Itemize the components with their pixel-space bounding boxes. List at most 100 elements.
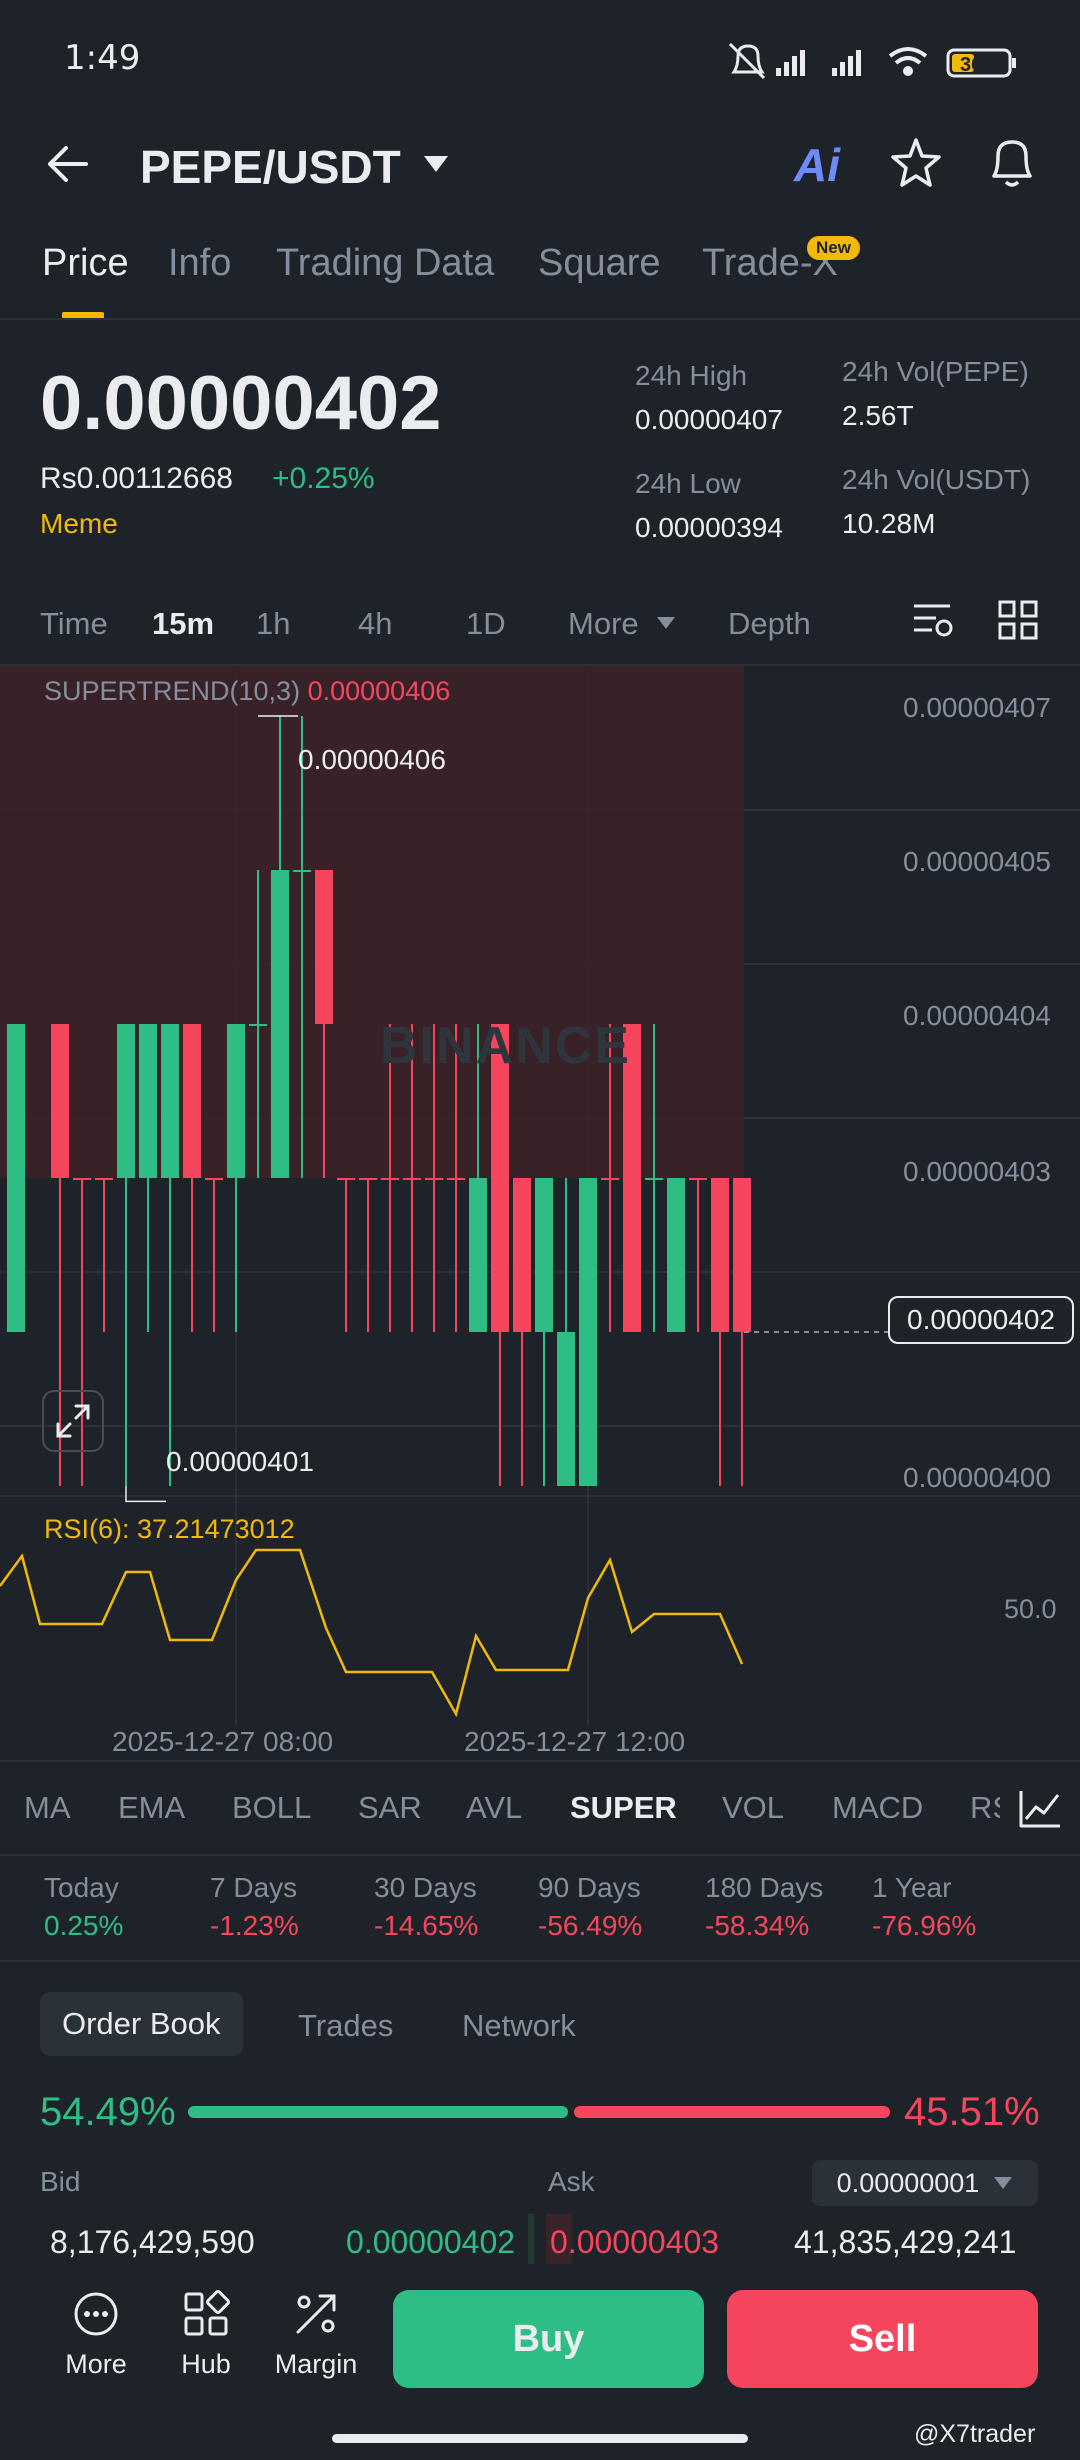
candle-body	[249, 1024, 267, 1026]
hub-icon	[184, 2290, 230, 2336]
ask-quantity: 41,835,429,241	[794, 2224, 1017, 2260]
low-annotation: 0.00000401	[166, 1446, 314, 1477]
candle-body	[689, 1178, 707, 1180]
fullscreen-button[interactable]	[42, 1390, 104, 1452]
category-tag[interactable]: Meme	[40, 508, 118, 539]
interval-15m[interactable]: 15m	[152, 606, 215, 641]
indicator-avl[interactable]: AVL	[466, 1790, 523, 1825]
caret-down-icon[interactable]	[422, 154, 450, 174]
supertrend-label: SUPERTREND(10,3) 0.00000406	[44, 676, 450, 707]
status-bar: 1:49 36	[0, 0, 1080, 120]
interval-4h[interactable]: 4h	[358, 606, 393, 641]
x-axis-label: 2025-12-27 12:00	[464, 1726, 686, 1757]
fiat-price: Rs0.00112668	[40, 462, 233, 495]
candle-body	[315, 870, 333, 1024]
interval-depth[interactable]: Depth	[728, 606, 811, 641]
tab-price[interactable]: Price	[42, 242, 129, 284]
candle-body	[645, 1178, 663, 1180]
perf-value: -56.49%	[538, 1910, 643, 1941]
candle-body	[95, 1178, 113, 1180]
tab-order-book[interactable]: Order Book	[40, 1992, 243, 2056]
bid-quantity: 8,176,429,590	[50, 2224, 255, 2260]
bid-price[interactable]: 0.00000402	[346, 2224, 516, 2260]
buy-button[interactable]: Buy	[393, 2290, 704, 2388]
tab-square[interactable]: Square	[538, 242, 661, 284]
tab-trades[interactable]: Trades	[298, 2008, 394, 2043]
interval-1d[interactable]: 1D	[466, 606, 506, 641]
ai-button[interactable]: Ai	[794, 139, 840, 191]
indicator-vol[interactable]: VOL	[722, 1790, 785, 1825]
divider	[0, 664, 1080, 666]
indicator-super[interactable]: SUPER	[570, 1790, 677, 1825]
interval-1h[interactable]: 1h	[256, 606, 291, 641]
home-indicator[interactable]	[332, 2434, 748, 2443]
price-chart[interactable]	[0, 666, 1080, 1760]
candle-body	[579, 1178, 597, 1486]
divider	[0, 318, 1080, 320]
margin-label: Margin	[274, 2349, 358, 2379]
rsi-level-label: 50.0	[1004, 1594, 1057, 1624]
x-axis-label: 2025-12-27 08:00	[112, 1726, 334, 1757]
margin-button[interactable]: Margin	[266, 2290, 366, 2380]
perf-label: 30 Days	[374, 1872, 477, 1903]
bid-header: Bid	[40, 2166, 81, 2197]
candle-body	[117, 1024, 135, 1178]
sell-button[interactable]: Sell	[727, 2290, 1038, 2388]
grid-layout-icon[interactable]	[998, 600, 1038, 640]
supertrend-name: SUPERTREND(10,3)	[44, 676, 301, 706]
pair-selector[interactable]: PEPE/USDT	[140, 141, 401, 193]
supertrend-value: 0.00000406	[307, 676, 451, 706]
indicator-ma[interactable]: MA	[24, 1790, 71, 1825]
y-axis-label: 0.00000407	[903, 692, 1051, 723]
change-percent: +0.25%	[272, 462, 375, 495]
tab-trading-data[interactable]: Trading Data	[276, 242, 495, 284]
interval-time[interactable]: Time	[40, 606, 108, 641]
indicator-settings-button[interactable]	[1000, 1762, 1080, 1856]
more-button[interactable]: More	[46, 2290, 146, 2380]
low-label: 24h Low	[635, 468, 741, 499]
chart-settings-icon[interactable]	[912, 600, 954, 642]
indicator-ema[interactable]: EMA	[118, 1790, 186, 1825]
candle-body	[667, 1178, 685, 1332]
wifi-icon	[888, 47, 928, 76]
candle-body	[403, 1178, 421, 1180]
vol-base-label: 24h Vol(PEPE)	[842, 356, 1029, 387]
candle-body	[513, 1178, 531, 1332]
candle-body	[183, 1024, 201, 1178]
candle-body	[271, 870, 289, 1178]
back-arrow-icon[interactable]	[44, 142, 94, 186]
indicator-sar[interactable]: SAR	[358, 1790, 422, 1825]
candle-body	[623, 1024, 641, 1332]
candle-body	[227, 1024, 245, 1178]
candle-body	[161, 1024, 179, 1178]
star-icon[interactable]	[888, 136, 944, 190]
candle-body	[491, 1024, 509, 1332]
status-time: 1:49	[64, 38, 141, 78]
candle-body	[139, 1024, 157, 1178]
vol-quote-label: 24h Vol(USDT)	[842, 464, 1031, 495]
y-axis-label: 0.00000403	[903, 1156, 1051, 1187]
rsi-line	[0, 1548, 744, 1718]
candle-body	[711, 1178, 729, 1332]
indicator-boll[interactable]: BOLL	[232, 1790, 312, 1825]
ask-price[interactable]: 0.00000403	[550, 2224, 720, 2260]
precision-select[interactable]: 0.00000001	[812, 2160, 1038, 2206]
candle-body	[447, 1178, 465, 1180]
candle-body	[51, 1024, 69, 1178]
perf-value: -14.65%	[374, 1910, 479, 1941]
indicator-macd[interactable]: MACD	[832, 1790, 924, 1825]
candle-body	[733, 1178, 751, 1332]
battery-level: 36	[960, 54, 983, 76]
tab-network[interactable]: Network	[462, 2008, 576, 2043]
candles	[7, 716, 751, 1486]
interval-more[interactable]: More	[568, 606, 639, 641]
perf-value: 0.25%	[44, 1910, 124, 1941]
battery-icon	[946, 48, 1016, 78]
status-icons	[728, 42, 1016, 80]
bell-icon[interactable]	[984, 134, 1040, 192]
ask-depth-bar	[546, 2214, 572, 2264]
hub-button[interactable]: Hub	[156, 2290, 256, 2380]
ask-percent: 45.51%	[904, 2090, 1040, 2134]
tab-info[interactable]: Info	[168, 242, 232, 284]
perf-label: 180 Days	[705, 1872, 824, 1903]
